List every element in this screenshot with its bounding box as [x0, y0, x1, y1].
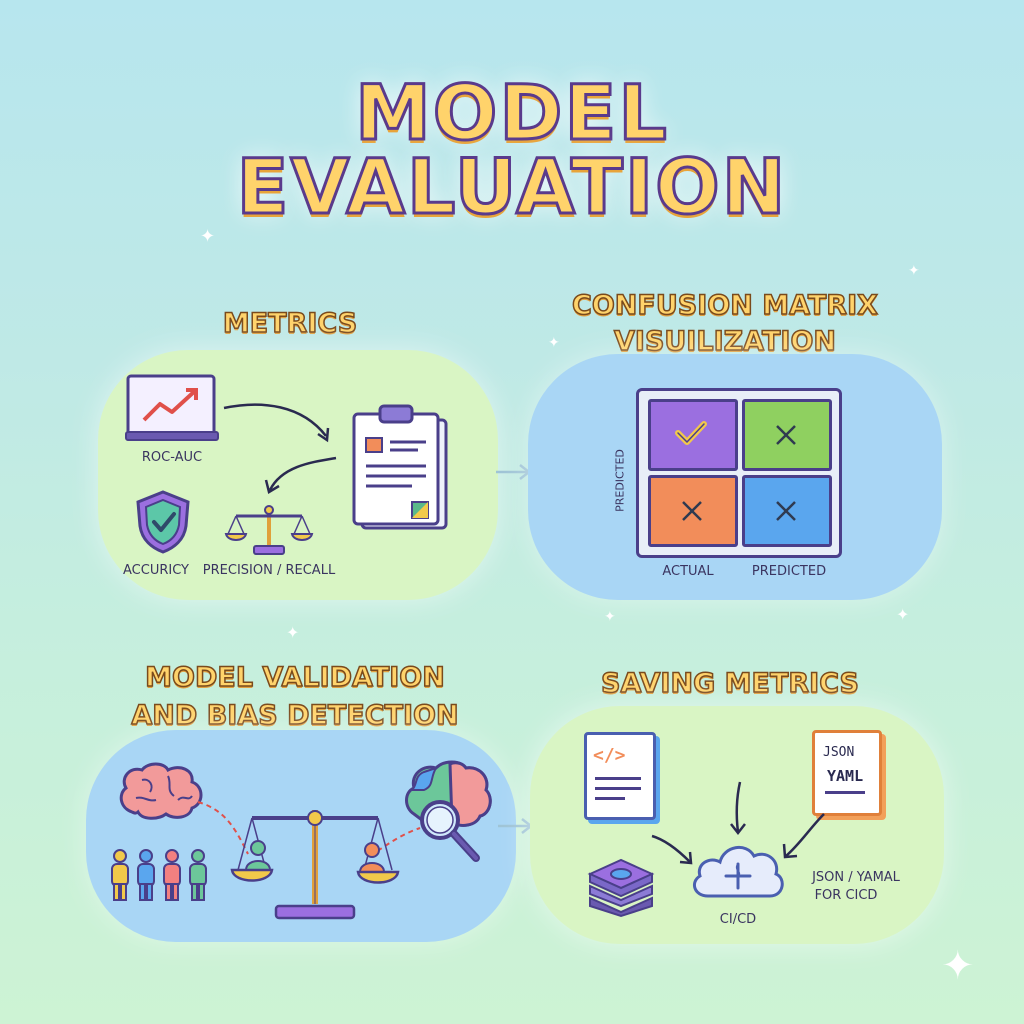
arrow-icon — [223, 403, 330, 443]
balance-scale-icon — [224, 505, 314, 555]
database-disk-icon — [587, 858, 655, 918]
arrow-icon — [264, 456, 337, 494]
sparkle-icon: ✦ — [908, 263, 920, 279]
cloud-cicd-icon — [692, 846, 784, 898]
confusion-y-axis-label: PREDICTED — [613, 449, 627, 512]
people-group-icon — [111, 849, 207, 901]
arrow-icon — [730, 781, 746, 836]
validation-title-line-2: AND BIAS DETECTION — [131, 699, 460, 732]
saving-title: SAVING METRICS — [600, 667, 859, 700]
cross-icon — [776, 501, 796, 521]
confusion-actual-label: ACTUAL — [662, 564, 714, 579]
arrow-icon — [651, 834, 693, 865]
sparkle-icon: ✦ — [604, 609, 616, 625]
accuracy-label: ACCURICY — [123, 563, 189, 578]
json-doc-label: JSON — [823, 745, 855, 760]
cross-icon — [776, 425, 796, 445]
json-yaml-file-icon: JSON YAML — [812, 730, 882, 816]
json-yaml-cicd-label-line-2: FOR CICD — [814, 888, 878, 903]
json-yaml-cicd-label-line-1: JSON / YAMAL — [812, 870, 900, 885]
arrow-icon — [782, 813, 825, 859]
confusion-title-line-1: CONFUSION MATRIX — [571, 289, 878, 322]
bias-balance-scale-icon — [230, 810, 400, 920]
sparkle-icon: ✦ — [548, 335, 560, 351]
precision-recall-label: PRECISION / RECALL — [202, 563, 336, 578]
dashed-connector — [369, 827, 421, 857]
cicd-label: CI/CD — [719, 912, 757, 927]
page-title-line-1: MODEL — [354, 67, 669, 159]
roc-auc-label: ROC-AUC — [141, 450, 203, 465]
cross-icon — [682, 501, 702, 521]
metrics-title: METRICS — [222, 307, 358, 340]
confusion-predicted-label: PREDICTED — [751, 564, 827, 579]
brain-magnifier-icon — [405, 760, 492, 862]
shield-check-icon — [136, 490, 190, 554]
brain-icon — [119, 762, 203, 820]
report-clipboard-icon — [352, 404, 448, 530]
code-symbol: </> — [593, 745, 626, 766]
confusion-title-line-2: VISUILIZATION — [613, 325, 837, 358]
sparkle-icon: ✦ — [286, 623, 300, 642]
check-icon — [675, 421, 707, 445]
yaml-doc-label: YAML — [827, 767, 864, 785]
sparkle-icon: ✦ — [941, 943, 975, 989]
code-file-icon: </> — [584, 732, 656, 820]
roc-chart-icon — [125, 374, 219, 441]
page-title-line-2: EVALUATION — [235, 141, 788, 233]
sparkle-icon: ✦ — [200, 226, 216, 247]
sparkle-icon: ✦ — [896, 605, 910, 624]
validation-title-line-1: MODEL VALIDATION — [144, 661, 445, 694]
